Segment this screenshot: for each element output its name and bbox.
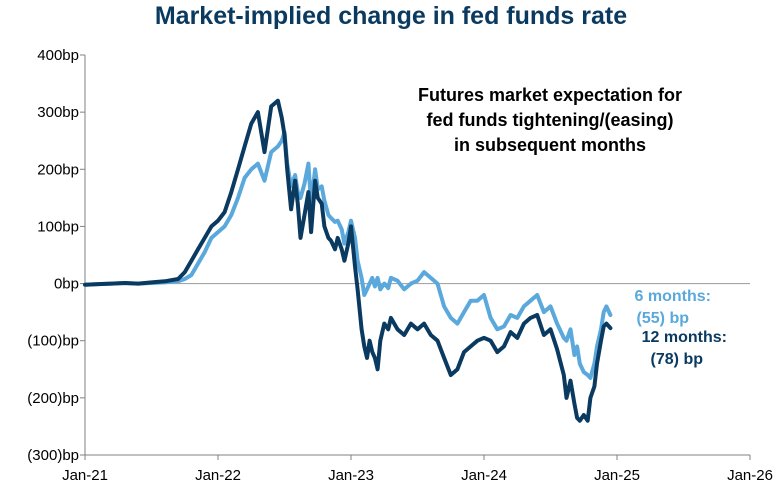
annotation-line-2: fed funds tightening/(easing) bbox=[427, 110, 674, 130]
series-line-12-months bbox=[83, 98, 613, 423]
x-tick-label: Jan-21 bbox=[62, 467, 108, 484]
series-lines bbox=[83, 98, 613, 423]
y-tick-label: 200bp bbox=[37, 161, 79, 178]
y-tick-label: (100)bp bbox=[27, 333, 79, 350]
y-tick-label: 400bp bbox=[37, 47, 79, 64]
x-tick-label: Jan-23 bbox=[328, 467, 374, 484]
chart-title: Market-implied change in fed funds rate bbox=[154, 2, 628, 30]
axes bbox=[80, 54, 751, 460]
annotation-line-3: in subsequent months bbox=[454, 135, 646, 155]
x-tick-label: Jan-24 bbox=[461, 467, 507, 484]
y-tick-label: 300bp bbox=[37, 104, 79, 121]
series-value-12-months: (78) bp bbox=[651, 351, 704, 368]
y-axis-tick-labels: 400bp 300bp 200bp 100bp 0bp (100)bp (200)bp (30… bbox=[27, 47, 79, 464]
series-value-6-months: (55) bp bbox=[637, 310, 690, 327]
x-axis-tick-labels: Jan-21 Jan-22 Jan-23 Jan-24 Jan-25 Jan-26 bbox=[62, 467, 773, 484]
x-tick-label: Jan-22 bbox=[195, 467, 241, 484]
series-label-6-months: 6 months: bbox=[635, 288, 711, 305]
y-tick-label: (200)bp bbox=[27, 390, 79, 407]
x-tick-label: Jan-26 bbox=[727, 467, 773, 484]
y-tick-label: 100bp bbox=[37, 218, 79, 235]
y-tick-label: 0bp bbox=[54, 276, 79, 293]
annotation-line-1: Futures market expectation for bbox=[418, 85, 682, 105]
series-line-6-months bbox=[83, 130, 613, 380]
y-tick-label: (300)bp bbox=[27, 447, 79, 464]
x-tick-label: Jan-25 bbox=[594, 467, 640, 484]
series-label-12-months: 12 months: bbox=[642, 329, 727, 346]
